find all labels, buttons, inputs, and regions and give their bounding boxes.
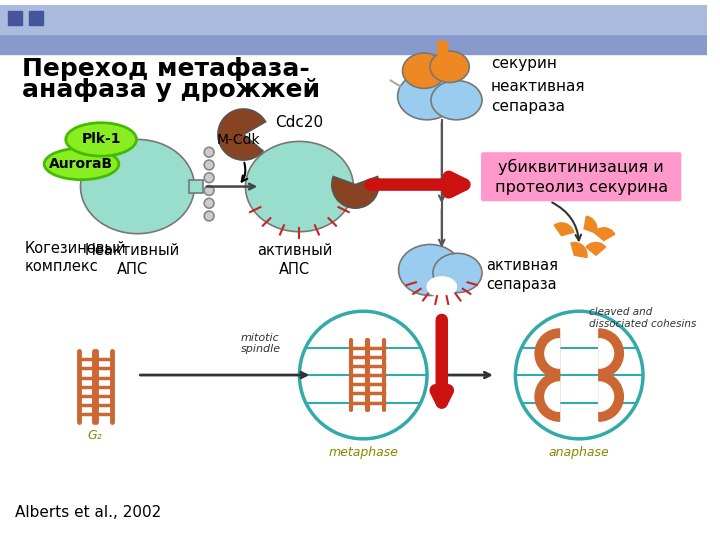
Circle shape [204,160,214,170]
Text: убиквитинизация и
протеолиз секурина: убиквитинизация и протеолиз секурина [495,159,667,195]
Text: mitotic
spindle: mitotic spindle [240,333,281,354]
Text: Переход метафаза-: Переход метафаза- [22,57,310,81]
Circle shape [204,198,214,208]
Bar [0,5,707,35]
Text: активный
АПС: активный АПС [257,244,332,277]
Text: Plk-1: Plk-1 [81,132,121,146]
Text: Alberts et al., 2002: Alberts et al., 2002 [14,505,161,521]
Ellipse shape [431,80,482,120]
Ellipse shape [81,139,194,234]
Text: M-Cdk: M-Cdk [217,133,261,147]
FancyArrowPatch shape [371,177,464,192]
Ellipse shape [427,277,456,296]
Text: cleaved and
dissociated cohesins: cleaved and dissociated cohesins [589,307,696,329]
Text: секурин: секурин [491,56,557,71]
Wedge shape [545,339,559,368]
Text: анафаза у дрожжей: анафаза у дрожжей [22,78,320,102]
Ellipse shape [433,253,482,293]
Text: Когезиновый
комплекс: Когезиновый комплекс [24,240,126,274]
Wedge shape [332,177,379,208]
Wedge shape [599,382,613,411]
Ellipse shape [246,141,354,232]
Ellipse shape [402,53,446,89]
Text: metaphase: metaphase [328,446,398,458]
Wedge shape [594,228,615,240]
Wedge shape [571,242,587,258]
Ellipse shape [397,73,456,120]
Circle shape [204,147,214,157]
Wedge shape [599,372,624,421]
Ellipse shape [430,51,469,83]
Wedge shape [535,329,559,378]
Ellipse shape [66,123,137,156]
Wedge shape [586,242,606,255]
Text: G₂: G₂ [88,429,102,442]
Wedge shape [554,223,574,235]
Ellipse shape [399,245,462,295]
FancyBboxPatch shape [481,152,681,201]
Text: неактивная
сепараза: неактивная сепараза [491,79,585,113]
Ellipse shape [44,148,119,180]
Wedge shape [584,216,597,233]
Bar [189,180,203,193]
Text: Cdc20: Cdc20 [275,115,323,130]
Text: активная
сепараза: активная сепараза [486,258,558,292]
Text: anaphase: anaphase [549,446,610,458]
Circle shape [204,211,214,221]
Text: AuroraB: AuroraB [50,157,114,171]
Wedge shape [218,109,266,160]
Circle shape [204,173,214,183]
Bar [8,11,22,25]
Bar [30,11,43,25]
Circle shape [204,186,214,195]
Wedge shape [599,329,624,378]
Wedge shape [545,382,559,411]
Bar [0,5,707,54]
Bar [437,41,446,55]
Text: Неактивный
АПС: Неактивный АПС [85,244,180,277]
Wedge shape [599,339,613,368]
Wedge shape [535,372,559,421]
